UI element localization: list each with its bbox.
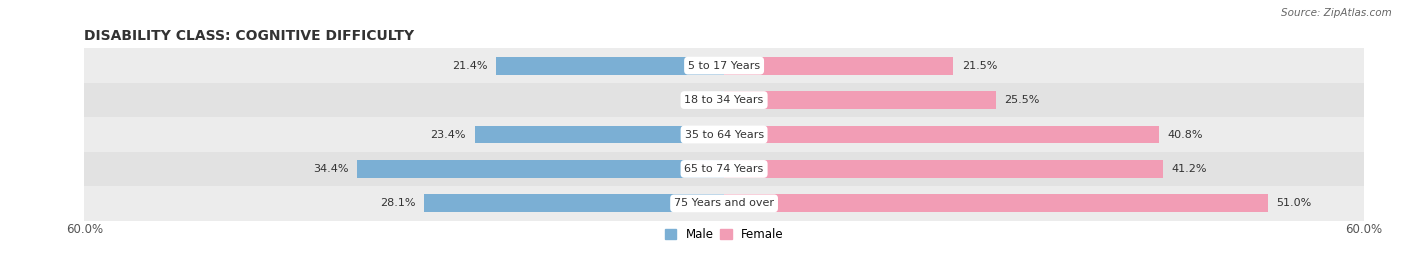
Text: 40.8%: 40.8% <box>1167 129 1204 140</box>
Text: 21.5%: 21.5% <box>962 61 997 71</box>
Bar <box>84 83 1364 117</box>
Bar <box>84 186 1364 221</box>
Bar <box>724 194 1268 212</box>
Bar <box>84 152 1364 186</box>
Bar <box>724 160 1163 178</box>
Bar <box>425 194 724 212</box>
Text: 23.4%: 23.4% <box>430 129 465 140</box>
Text: 34.4%: 34.4% <box>314 164 349 174</box>
Bar <box>721 91 724 109</box>
Bar <box>724 91 995 109</box>
Text: 51.0%: 51.0% <box>1277 198 1312 208</box>
Bar <box>496 57 724 75</box>
Bar <box>475 126 724 143</box>
Bar <box>84 48 1364 83</box>
Text: 41.2%: 41.2% <box>1173 164 1208 174</box>
Text: 28.1%: 28.1% <box>381 198 416 208</box>
Text: 18 to 34 Years: 18 to 34 Years <box>685 95 763 105</box>
Bar <box>84 117 1364 152</box>
Text: 25.5%: 25.5% <box>1004 95 1040 105</box>
Text: 0.0%: 0.0% <box>683 95 711 105</box>
Text: 5 to 17 Years: 5 to 17 Years <box>688 61 761 71</box>
Text: 35 to 64 Years: 35 to 64 Years <box>685 129 763 140</box>
Bar <box>357 160 724 178</box>
Bar <box>724 126 1159 143</box>
Text: DISABILITY CLASS: COGNITIVE DIFFICULTY: DISABILITY CLASS: COGNITIVE DIFFICULTY <box>84 29 415 43</box>
Text: 65 to 74 Years: 65 to 74 Years <box>685 164 763 174</box>
Text: 75 Years and over: 75 Years and over <box>673 198 775 208</box>
Text: Source: ZipAtlas.com: Source: ZipAtlas.com <box>1281 8 1392 18</box>
Text: 21.4%: 21.4% <box>451 61 488 71</box>
Bar <box>724 57 953 75</box>
Legend: Male, Female: Male, Female <box>659 223 789 246</box>
